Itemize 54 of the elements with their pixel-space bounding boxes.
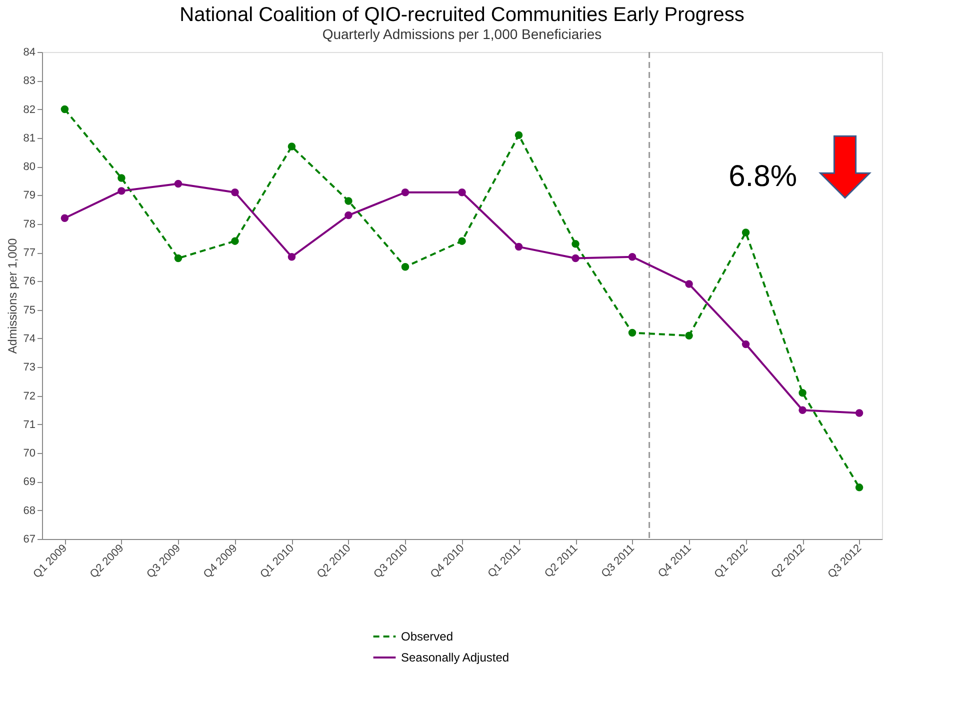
point (288, 252, 296, 261)
legend-label: Observed (401, 630, 454, 644)
point (685, 280, 693, 288)
chart-subtitle: Quarterly Admissions per 1,000 Beneficiaries (322, 26, 602, 42)
y-tick-label: 80 (23, 161, 36, 174)
point (344, 211, 352, 220)
point (572, 240, 580, 248)
point (514, 131, 523, 139)
point (60, 214, 69, 222)
point (514, 242, 523, 251)
y-tick-label: 71 (23, 418, 36, 431)
point (855, 484, 864, 492)
point (174, 180, 182, 188)
y-tick-label: 81 (23, 132, 36, 144)
point (118, 187, 126, 195)
y-tick-label: 84 (23, 46, 36, 58)
chart-title: National Coalition of QIO-recruited Communities Early Progress (180, 4, 744, 26)
point (798, 389, 806, 397)
y-tick-label: 78 (23, 218, 36, 230)
point (401, 262, 410, 271)
point (458, 237, 466, 245)
point (344, 197, 352, 205)
point (628, 252, 636, 261)
point (458, 188, 466, 196)
y-tick-label: 75 (23, 304, 36, 316)
y-tick-label: 73 (23, 362, 36, 374)
y-tick-label: 82 (23, 104, 36, 116)
y-tick-label: 76 (23, 276, 36, 288)
y-tick-label: 77 (23, 247, 36, 260)
y-tick-label: 74 (23, 332, 36, 345)
y-tick-label: 67 (23, 534, 36, 546)
point (231, 188, 239, 196)
point (685, 332, 693, 340)
point (798, 406, 806, 414)
point (174, 254, 182, 262)
point (60, 105, 69, 114)
point (288, 142, 296, 150)
y-tick-label: 69 (23, 476, 36, 488)
y-tick-label: 70 (23, 448, 36, 460)
y-tick-label: 83 (23, 75, 36, 88)
point (572, 254, 580, 262)
y-axis-title: Admissions per 1,000 (5, 238, 20, 354)
point (855, 409, 864, 417)
point (231, 237, 239, 245)
y-tick-label: 79 (23, 190, 36, 202)
annotation: 6.8% (728, 160, 797, 193)
legend-label: Seasonally Adjusted (401, 650, 510, 664)
point (401, 188, 410, 196)
point (628, 328, 636, 337)
y-tick-label: 68 (23, 504, 36, 517)
point (742, 228, 750, 236)
point (118, 174, 126, 182)
y-tick-label: 72 (23, 390, 36, 402)
point (742, 340, 750, 348)
